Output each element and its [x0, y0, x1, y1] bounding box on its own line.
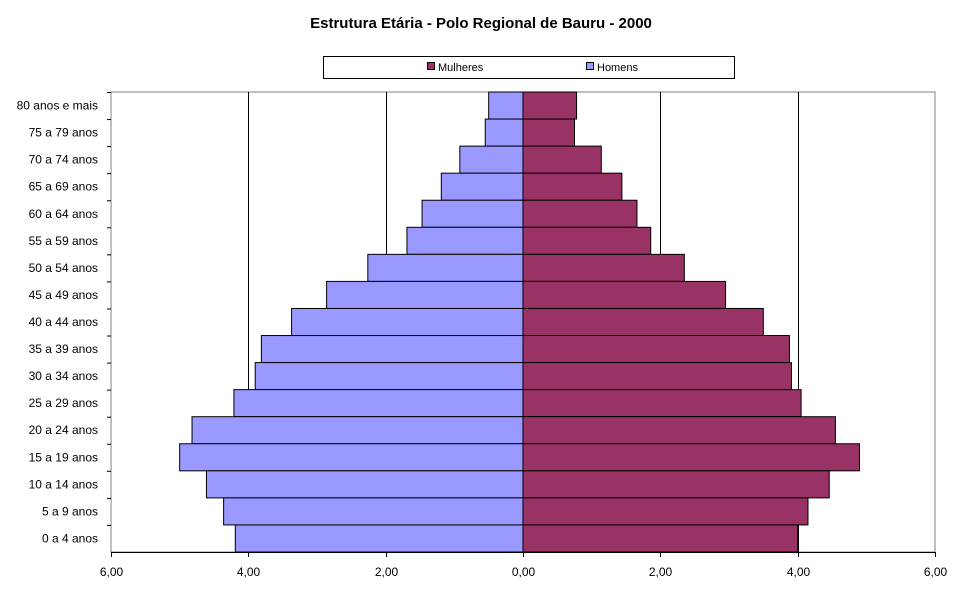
bar-homens	[223, 497, 524, 526]
bar-homens	[440, 172, 524, 201]
legend-label-mulheres: Mulheres	[438, 62, 484, 74]
category-label: 40 a 44 anos	[29, 315, 98, 329]
bar-homens	[260, 335, 524, 364]
bar-mulheres	[522, 389, 802, 418]
bar-mulheres	[522, 145, 602, 174]
category-label: 75 a 79 anos	[29, 126, 98, 140]
category-label: 55 a 59 anos	[29, 234, 98, 248]
category-label: 30 a 34 anos	[29, 369, 98, 383]
bar-mulheres	[522, 172, 623, 201]
bar-mulheres	[522, 199, 638, 228]
x-tick-label: 6,00	[100, 565, 124, 579]
bar-homens	[191, 416, 524, 445]
x-tick-label: 2,00	[375, 565, 399, 579]
legend-label-homens: Homens	[597, 62, 638, 74]
bar-homens	[488, 91, 524, 120]
bar-homens	[421, 199, 524, 228]
bar-homens	[179, 443, 524, 472]
bar-homens	[406, 226, 524, 255]
category-label: 5 a 9 anos	[42, 504, 98, 518]
category-label: 10 a 14 anos	[29, 477, 98, 491]
bar-mulheres	[522, 118, 575, 147]
bar-mulheres	[522, 416, 836, 445]
category-label: 35 a 39 anos	[29, 342, 98, 356]
category-label: 50 a 54 anos	[29, 261, 98, 275]
category-label: 25 a 29 anos	[29, 396, 98, 410]
bar-mulheres	[522, 335, 790, 364]
bar-homens	[233, 389, 524, 418]
bar-mulheres	[522, 470, 830, 499]
x-tick-label: 4,00	[787, 565, 811, 579]
bar-homens	[459, 145, 524, 174]
bar-homens	[234, 524, 524, 553]
chart-legend: Mulheres Homens	[323, 56, 735, 79]
x-tick-label: 0,00	[512, 565, 536, 579]
bar-mulheres	[522, 226, 652, 255]
category-label: 20 a 24 anos	[29, 423, 98, 437]
bar-mulheres	[522, 280, 727, 309]
bar-homens	[326, 280, 524, 309]
bar-homens	[367, 253, 524, 282]
category-label: 45 a 49 anos	[29, 288, 98, 302]
category-label: 70 a 74 anos	[29, 153, 98, 167]
legend-swatch-mulheres	[427, 62, 435, 70]
category-label: 65 a 69 anos	[29, 180, 98, 194]
bar-mulheres	[522, 443, 860, 472]
category-label: 60 a 64 anos	[29, 207, 98, 221]
legend-item-mulheres: Mulheres	[427, 62, 483, 74]
x-tick-label: 4,00	[237, 565, 261, 579]
bar-homens	[484, 118, 524, 147]
category-label: 80 anos e mais	[17, 99, 98, 113]
x-tick-label: 6,00	[924, 565, 948, 579]
bar-mulheres	[522, 91, 578, 120]
category-label: 0 a 4 anos	[42, 531, 98, 545]
bar-mulheres	[522, 307, 764, 337]
bar-mulheres	[522, 497, 809, 526]
bar-mulheres	[522, 253, 685, 282]
bar-mulheres	[522, 524, 799, 553]
legend-swatch-homens	[586, 62, 594, 70]
x-tick-label: 2,00	[649, 565, 673, 579]
bar-homens	[254, 362, 524, 391]
category-label: 15 a 19 anos	[29, 450, 98, 464]
bar-mulheres	[522, 362, 792, 391]
bar-homens	[205, 470, 524, 499]
bar-homens	[291, 307, 524, 337]
legend-item-homens: Homens	[586, 62, 638, 74]
chart-title: Estrutura Etária - Polo Regional de Baur…	[310, 15, 652, 32]
